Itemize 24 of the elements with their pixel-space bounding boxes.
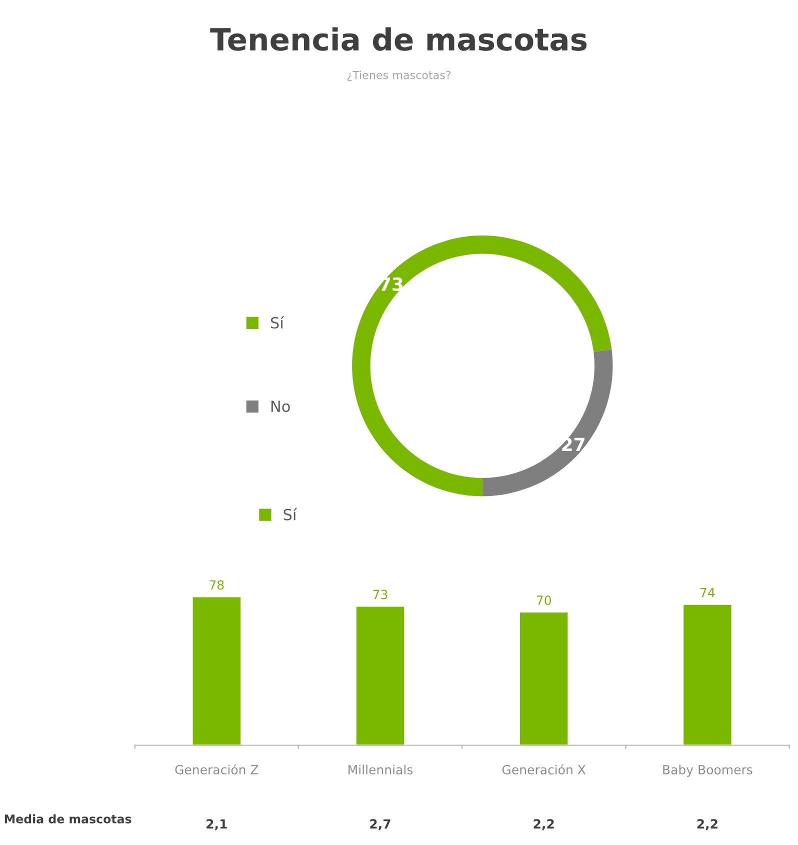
bar — [355, 605, 406, 746]
text: Media de mascotas — [4, 814, 132, 824]
text: 2,2 — [697, 819, 718, 830]
x-tick-label: Baby Boomers — [663, 764, 752, 777]
donut-slice — [482, 350, 613, 496]
x-tick-label: Generación Z — [175, 764, 258, 774]
data-label: 70 — [536, 595, 551, 605]
bar — [682, 604, 733, 746]
data-label: 74 — [700, 588, 715, 598]
legend-label: Sí — [284, 508, 298, 520]
legend-label: No — [271, 400, 290, 412]
bar — [518, 611, 570, 746]
data-label: 78 — [210, 580, 224, 590]
text: 2,1 — [206, 819, 227, 830]
chart-title: Tenencia de mascotas — [210, 27, 587, 51]
data-label: 73 — [373, 590, 388, 600]
text: 2,2 — [534, 819, 554, 830]
bar — [191, 596, 242, 746]
legend-label: Sí — [270, 316, 284, 329]
chart-subtitle: ¿Tienes mascotas? — [347, 70, 451, 82]
donut-slice — [352, 236, 612, 496]
text: 2,7 — [370, 819, 390, 830]
x-tick-label: Generación X — [502, 764, 586, 774]
x-tick-label: Millennials — [348, 764, 413, 774]
